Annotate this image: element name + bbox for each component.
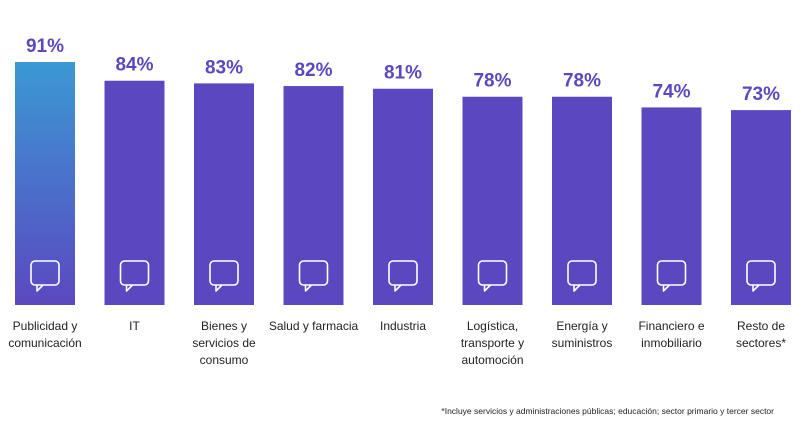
footnote: *Incluye servicios y administraciones pú… <box>441 406 774 416</box>
value-label: 84% <box>115 55 153 76</box>
category-label: Bienes y servicios de consumo <box>192 319 256 367</box>
value-label: 83% <box>205 57 243 78</box>
category-label: Publicidad y comunicación <box>8 319 82 350</box>
category-label: Logística, transporte y automoción <box>460 319 525 367</box>
bar <box>731 110 791 305</box>
value-label: 81% <box>384 63 422 84</box>
value-label: 78% <box>473 71 511 92</box>
category-label: Resto de sectores* <box>735 319 787 350</box>
bar <box>373 88 433 305</box>
bar <box>462 96 523 306</box>
value-label: 73% <box>742 84 780 105</box>
category-label: Energía y suministros <box>551 319 613 350</box>
bar <box>552 96 612 306</box>
bar <box>15 62 75 305</box>
bar <box>194 83 254 305</box>
value-label: 74% <box>652 81 690 102</box>
value-label: 82% <box>294 60 332 81</box>
category-label: Financiero e inmobiliario <box>638 319 705 350</box>
bar <box>104 80 165 305</box>
bar <box>283 86 344 305</box>
category-label: IT <box>129 319 140 333</box>
bar <box>641 107 702 305</box>
value-label: 91% <box>26 36 64 57</box>
value-label: 78% <box>563 71 601 92</box>
category-label: Salud y farmacia <box>268 319 359 333</box>
category-label: Industria <box>379 319 427 333</box>
